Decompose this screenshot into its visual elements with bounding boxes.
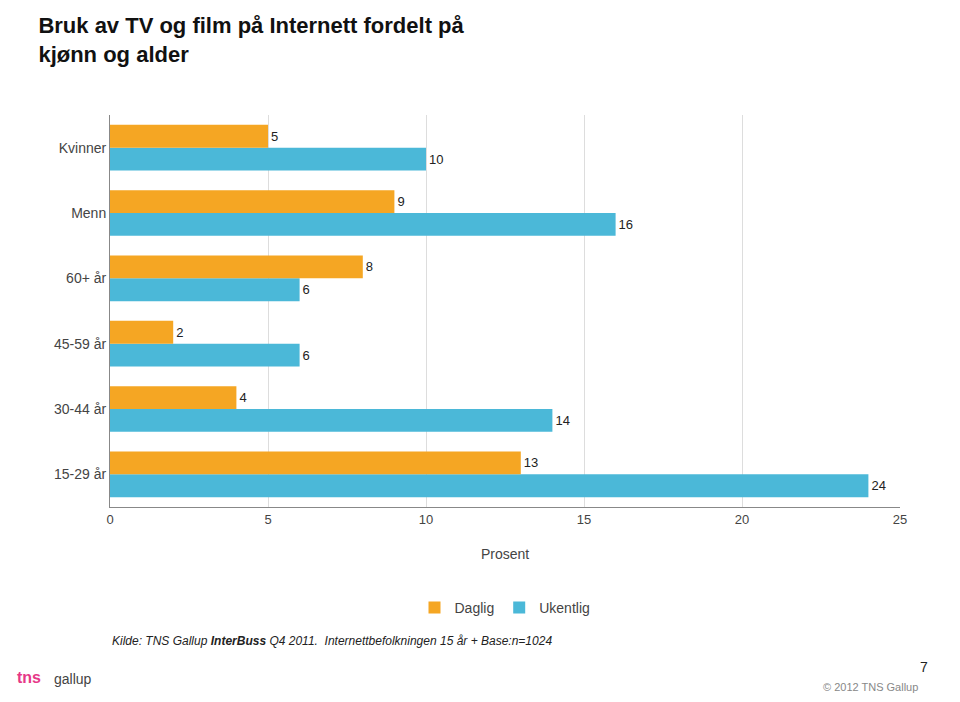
svg-text:25: 25: [893, 512, 907, 527]
svg-text:gallup: gallup: [54, 671, 92, 687]
svg-text:Ukentlig: Ukentlig: [539, 600, 590, 616]
svg-text:16: 16: [619, 217, 633, 232]
svg-text:9: 9: [397, 194, 404, 209]
svg-text:Kilde: TNS Gallup InterBuss Q4: Kilde: TNS Gallup InterBuss Q4 2011. Int…: [112, 634, 552, 648]
svg-text:2: 2: [176, 325, 183, 340]
svg-text:30-44 år: 30-44 år: [54, 401, 106, 417]
svg-text:7: 7: [920, 659, 928, 675]
svg-text:6: 6: [303, 348, 310, 363]
svg-text:10: 10: [429, 152, 443, 167]
svg-text:45-59 år: 45-59 år: [54, 336, 106, 352]
svg-text:tns: tns: [17, 669, 41, 686]
svg-text:15: 15: [577, 512, 591, 527]
svg-text:5: 5: [271, 129, 278, 144]
svg-text:© 2012 TNS Gallup: © 2012 TNS Gallup: [823, 681, 918, 693]
svg-text:13: 13: [524, 455, 538, 470]
svg-text:24: 24: [871, 478, 885, 493]
svg-text:15-29 år: 15-29 år: [54, 466, 106, 482]
svg-text:20: 20: [735, 512, 749, 527]
svg-text:Daglig: Daglig: [455, 600, 495, 616]
svg-text:5: 5: [264, 512, 271, 527]
svg-text:Kvinner: Kvinner: [59, 140, 107, 156]
svg-text:0: 0: [106, 512, 113, 527]
svg-text:Prosent: Prosent: [481, 546, 529, 562]
svg-text:10: 10: [419, 512, 433, 527]
svg-text:14: 14: [555, 413, 569, 428]
svg-text:8: 8: [366, 259, 373, 274]
svg-text:Bruk av TV og film på Internet: Bruk av TV og film på Internett fordelt …: [38, 13, 464, 67]
svg-text:6: 6: [303, 282, 310, 297]
svg-text:60+ år: 60+ år: [66, 270, 106, 286]
svg-text:4: 4: [239, 390, 246, 405]
svg-text:Menn: Menn: [71, 205, 106, 221]
